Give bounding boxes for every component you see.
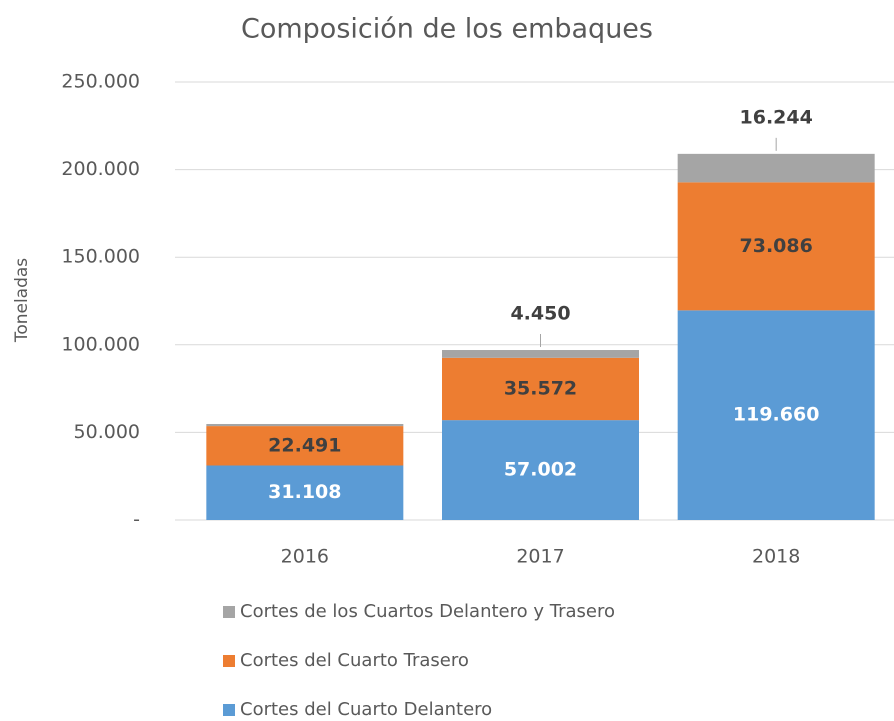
bar-segment xyxy=(442,350,639,358)
data-label: 31.108 xyxy=(268,481,341,503)
bar-segment xyxy=(442,420,639,520)
y-tick-label: 200.000 xyxy=(61,158,140,180)
data-label: 57.002 xyxy=(504,459,577,481)
y-axis-label: Toneladas xyxy=(12,258,32,343)
bar-segment xyxy=(206,465,404,520)
chart-title: Composición de los embaques xyxy=(241,14,653,45)
legend-label: Cortes del Cuarto Delantero xyxy=(240,699,492,720)
legend-swatch xyxy=(223,655,235,667)
legend-label: Cortes del Cuarto Trasero xyxy=(240,650,469,671)
data-label: 4.450 xyxy=(510,303,570,325)
y-tick-label: 150.000 xyxy=(61,246,140,268)
bar-segment xyxy=(677,153,875,183)
legend-swatch xyxy=(223,606,235,618)
y-tick-label: - xyxy=(133,509,140,531)
data-label: 22.491 xyxy=(268,434,341,456)
x-tick-label: 2016 xyxy=(281,546,329,568)
bar-segment xyxy=(206,423,404,427)
bar-segment xyxy=(206,426,404,466)
y-tick-label: 50.000 xyxy=(74,421,140,443)
x-tick-label: 2018 xyxy=(752,546,800,568)
data-label: 16.244 xyxy=(740,106,813,128)
legend-label: Cortes de los Cuartos Delantero y Traser… xyxy=(240,601,615,622)
bar-segment xyxy=(677,182,875,311)
y-tick-label: 100.000 xyxy=(61,333,140,355)
data-label: 119.660 xyxy=(733,404,820,426)
bar-segment xyxy=(677,310,875,520)
x-tick-label: 2017 xyxy=(516,546,564,568)
data-label: 35.572 xyxy=(504,377,577,399)
y-tick-label: 250.000 xyxy=(61,71,140,93)
legend-swatch xyxy=(223,704,235,716)
data-label: 73.086 xyxy=(740,235,813,257)
bar-segment xyxy=(442,357,639,421)
